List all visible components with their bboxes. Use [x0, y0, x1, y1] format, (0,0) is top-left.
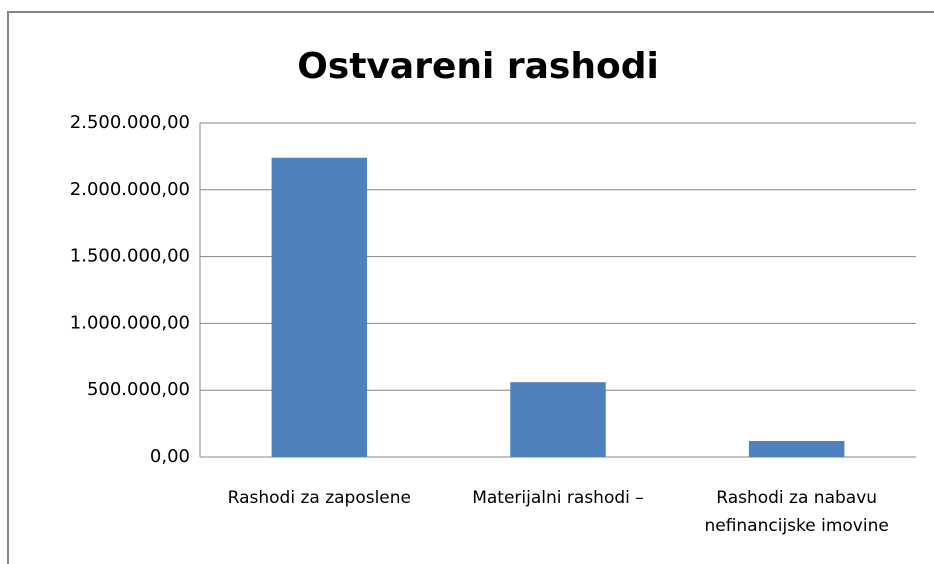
x-tick-label: Rashodi za nabavu nefinancijske imovine	[704, 488, 889, 536]
x-tick-label: Rashodi za zaposlene	[227, 488, 411, 508]
bar	[510, 382, 606, 457]
y-tick-label: 2.500.000,00	[70, 112, 190, 133]
y-tick-label: 1.000.000,00	[70, 312, 190, 333]
y-tick-label: 0,00	[150, 446, 190, 467]
y-tick-label: 2.000.000,00	[70, 179, 190, 200]
y-tick-label: 500.000,00	[87, 379, 190, 400]
bar	[748, 440, 845, 457]
chart-border	[7, 11, 934, 564]
x-tick-label: Materijalni rashodi –	[472, 488, 644, 508]
bar	[271, 157, 368, 457]
y-tick-label: 1.500.000,00	[70, 246, 190, 267]
chart-title: Ostvareni rashodi	[297, 46, 659, 87]
